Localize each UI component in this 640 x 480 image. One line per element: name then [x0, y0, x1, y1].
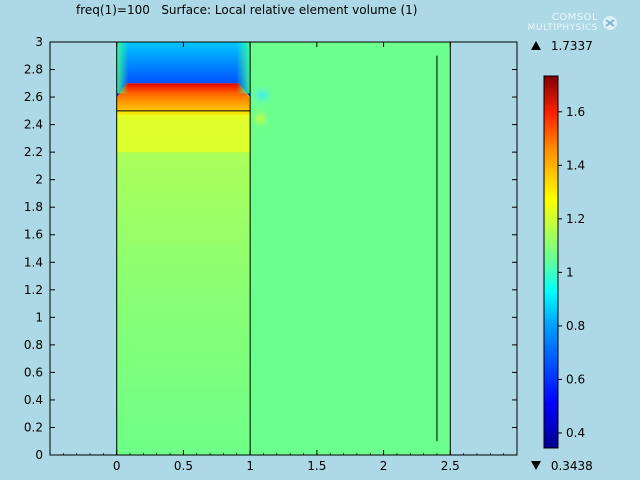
y-tick-label: 0.4: [24, 393, 43, 407]
transition-band-lower: [116, 118, 251, 153]
y-tick-label: 0.6: [24, 365, 43, 379]
colorbar-tick-label: 0.8: [566, 319, 585, 333]
expression-label: Surface: Local relative element volume (…: [161, 3, 418, 17]
y-tick-label: 1.4: [24, 255, 43, 269]
y-tick-label: 1.2: [24, 283, 43, 297]
min-triangle-icon: [531, 461, 541, 470]
y-tick-label: 1: [35, 310, 43, 324]
colorbar-tick-label: 1.6: [566, 105, 585, 119]
colorbar-tick-label: 1: [566, 265, 574, 279]
y-tick-label: 3: [35, 35, 43, 49]
y-tick-label: 1.6: [24, 228, 43, 242]
top-compressed-zone: [116, 42, 251, 98]
x-tick-label: 0: [113, 459, 121, 473]
parameter-label: freq(1)=100: [76, 3, 150, 17]
comsol-logo-icon: [603, 16, 617, 30]
y-tick-label: 2.6: [24, 90, 43, 104]
y-tick-label: 1.8: [24, 200, 43, 214]
band-underside: [116, 110, 251, 115]
y-tick-label: 0.8: [24, 338, 43, 352]
y-tick-label: 2.4: [24, 118, 43, 132]
plot-title: freq(1)=100 Surface: Local relative elem…: [76, 3, 417, 17]
field-layer: [116, 42, 451, 455]
colorbar-tick-label: 0.6: [566, 372, 585, 386]
x-tick-label: 2: [380, 459, 388, 473]
interface-blob-lower: [248, 106, 273, 131]
top-zone-right-fade: [236, 42, 251, 94]
colorbar-tick-label: 0.4: [566, 426, 585, 440]
top-zone-left-fade: [116, 42, 129, 94]
colorbar-tick-label: 1.4: [566, 158, 585, 172]
interface-blob-upper: [248, 83, 277, 108]
comsol-logo: COMSOL MULTIPHYSICS: [510, 12, 620, 36]
y-tick-label: 2: [35, 173, 43, 187]
y-tick-label: 0: [35, 448, 43, 462]
x-tick-label: 1.5: [307, 459, 326, 473]
x-tick-label: 0.5: [174, 459, 193, 473]
y-tick-label: 2.2: [24, 145, 43, 159]
colorbar-tick-label: 1.2: [566, 212, 585, 226]
colorbar: 0.4 0.6 0.8 1 1.2 1.4 1.6 1.7337 0.3438: [531, 39, 593, 473]
x-tick-label: 1: [246, 459, 254, 473]
y-tick-label: 2.8: [24, 63, 43, 77]
right-domain-surface: [250, 42, 451, 455]
colorbar-min-label: 0.3438: [547, 459, 593, 473]
colorbar-gradient: [543, 75, 559, 449]
colorbar-max-label: 1.7337: [547, 39, 593, 53]
y-tick-label: 0.2: [24, 420, 43, 434]
axes-layer: 0 0.5 1 1.5 2 2.5 0 0.2 0.4 0.6 0.8 1 1.2 1.4 1.6 1.8 2 2…: [24, 35, 518, 473]
expanded-band: [116, 83, 251, 111]
x-tick-label: 2.5: [441, 459, 460, 473]
axes-frame: [49, 41, 518, 456]
max-triangle-icon: [531, 41, 541, 50]
